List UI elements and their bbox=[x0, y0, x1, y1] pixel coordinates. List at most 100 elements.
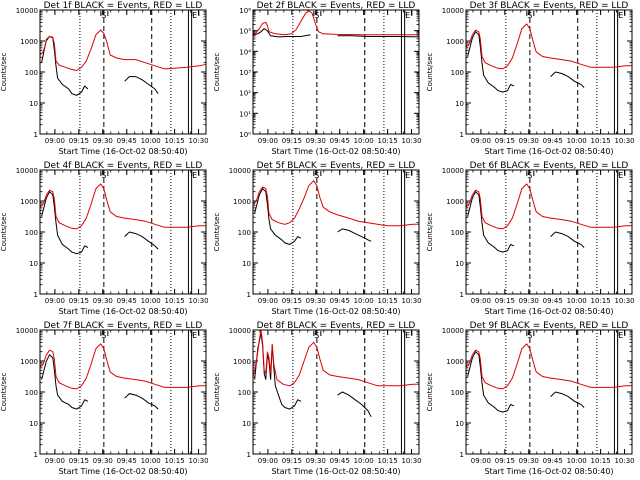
panel-det-2f: Det 2f BLACK = Events, RED = LLD Counts/s… bbox=[213, 1, 422, 156]
y-tick-label: 10² bbox=[239, 90, 251, 98]
x-tick-label: 09:15 bbox=[495, 297, 515, 305]
panel-title: Det 7f BLACK = Events, RED = LLD bbox=[44, 321, 203, 331]
time-marker-label: S bbox=[101, 11, 106, 20]
panel-title: Det 8f BLACK = Events, RED = LLD bbox=[257, 321, 416, 331]
time-marker-label: S bbox=[101, 171, 106, 180]
time-marker-label: S bbox=[314, 331, 319, 340]
x-axis-label: Start Time (16-Oct-02 08:50:40) bbox=[484, 307, 613, 316]
y-tick-label: 10000 bbox=[442, 327, 464, 335]
panel-det-4f: Det 4f BLACK = Events, RED = LLD Counts/s… bbox=[0, 161, 209, 316]
time-marker-label: S bbox=[314, 171, 319, 180]
x-tick-label: 10:15 bbox=[378, 457, 398, 465]
y-tick-label: 1 bbox=[34, 131, 38, 139]
time-marker-label: S bbox=[527, 171, 532, 180]
y-tick-label: 10000 bbox=[16, 167, 38, 175]
x-axis-label: Start Time (16-Oct-02 08:50:40) bbox=[271, 147, 400, 156]
x-tick-label: 09:45 bbox=[543, 137, 563, 145]
marker-bracket bbox=[404, 11, 413, 16]
y-tick-label: 1000 bbox=[446, 38, 464, 46]
x-tick-label: 09:15 bbox=[495, 137, 515, 145]
x-tick-label: 10:00 bbox=[141, 297, 161, 305]
x-axis-label: Start Time (16-Oct-02 08:50:40) bbox=[58, 147, 187, 156]
x-tick-label: 10:15 bbox=[165, 297, 185, 305]
y-tick-label: 10000 bbox=[16, 7, 38, 15]
y-tick-label: 10000 bbox=[16, 327, 38, 335]
y-tick-label: 100 bbox=[238, 229, 251, 237]
marker-bracket bbox=[191, 331, 200, 336]
marker-bracket bbox=[526, 11, 535, 16]
series-events-line bbox=[41, 190, 89, 255]
y-tick-label: 10 bbox=[29, 420, 38, 428]
x-tick-label: 10:15 bbox=[591, 137, 611, 145]
panel-det-1f: Det 1f BLACK = Events, RED = LLD Counts/s… bbox=[0, 1, 209, 156]
marker-bracket bbox=[100, 11, 109, 16]
y-tick-label: 10 bbox=[455, 260, 464, 268]
marker-bracket bbox=[100, 331, 109, 336]
x-tick-label: 10:30 bbox=[401, 457, 421, 465]
plot-frame bbox=[465, 329, 633, 455]
x-tick-label: 10:30 bbox=[614, 137, 634, 145]
series-lld-line bbox=[39, 183, 206, 230]
series-events-line bbox=[550, 231, 585, 248]
y-axis-label: Counts/sec bbox=[0, 53, 8, 92]
panel-title: Det 2f BLACK = Events, RED = LLD bbox=[257, 1, 416, 11]
x-tick-label: 10:30 bbox=[188, 137, 208, 145]
y-axis-label: Counts/sec bbox=[426, 53, 434, 92]
x-tick-label: 10:30 bbox=[614, 297, 634, 305]
x-tick-label: 10:30 bbox=[401, 297, 421, 305]
time-marker-label: S bbox=[101, 331, 106, 340]
x-tick-label: 10:00 bbox=[567, 137, 587, 145]
marker-bracket bbox=[617, 171, 626, 176]
x-tick-label: 09:00 bbox=[45, 297, 65, 305]
x-tick-label: 09:30 bbox=[306, 297, 326, 305]
y-tick-label: 10 bbox=[29, 260, 38, 268]
series-lld-line bbox=[39, 29, 207, 72]
marker-bracket bbox=[617, 331, 626, 336]
series-events-line bbox=[467, 190, 515, 253]
x-tick-label: 10:00 bbox=[354, 137, 374, 145]
x-tick-label: 09:00 bbox=[258, 297, 278, 305]
series-events-line bbox=[550, 391, 585, 408]
y-tick-label: 10 bbox=[455, 420, 464, 428]
series-events-line bbox=[124, 231, 159, 250]
series-lld-line bbox=[252, 180, 419, 227]
time-marker-label: S bbox=[314, 11, 319, 20]
y-tick-label: 1 bbox=[460, 291, 464, 299]
marker-bracket bbox=[191, 11, 200, 16]
y-tick-label: 100 bbox=[451, 229, 464, 237]
series-lld-line bbox=[465, 343, 632, 390]
x-tick-label: 10:15 bbox=[591, 457, 611, 465]
marker-bracket bbox=[404, 331, 413, 336]
series-events-line bbox=[254, 332, 302, 410]
plot-frame bbox=[465, 9, 633, 135]
x-tick-label: 09:30 bbox=[93, 457, 113, 465]
y-tick-label: 100 bbox=[25, 389, 38, 397]
x-tick-label: 09:00 bbox=[258, 137, 278, 145]
series-events-line bbox=[41, 353, 89, 410]
series-lld-line bbox=[252, 10, 419, 36]
marker-bracket bbox=[313, 171, 322, 176]
y-tick-label: 10000 bbox=[229, 167, 251, 175]
panel-title: Det 6f BLACK = Events, RED = LLD bbox=[470, 161, 629, 171]
x-tick-label: 10:30 bbox=[401, 137, 421, 145]
y-tick-label: 100 bbox=[451, 389, 464, 397]
y-tick-label: 1 bbox=[460, 451, 464, 459]
x-tick-label: 09:00 bbox=[471, 297, 491, 305]
x-tick-label: 09:15 bbox=[69, 297, 89, 305]
x-tick-label: 09:45 bbox=[543, 297, 563, 305]
time-marker-label: E bbox=[192, 11, 197, 20]
x-tick-label: 09:00 bbox=[45, 137, 65, 145]
x-tick-label: 09:45 bbox=[543, 457, 563, 465]
x-tick-label: 09:30 bbox=[519, 137, 539, 145]
x-tick-label: 10:15 bbox=[165, 137, 185, 145]
plot-frame bbox=[252, 169, 420, 295]
x-tick-label: 09:45 bbox=[330, 297, 350, 305]
panel-title: Det 3f BLACK = Events, RED = LLD bbox=[470, 1, 629, 11]
plot-frame bbox=[39, 9, 207, 135]
x-tick-label: 09:00 bbox=[45, 457, 65, 465]
plot-frame bbox=[252, 9, 420, 135]
x-tick-label: 09:45 bbox=[117, 457, 137, 465]
series-events-line bbox=[337, 228, 372, 242]
y-tick-label: 10¹ bbox=[239, 110, 251, 118]
series-events-line bbox=[337, 391, 372, 418]
